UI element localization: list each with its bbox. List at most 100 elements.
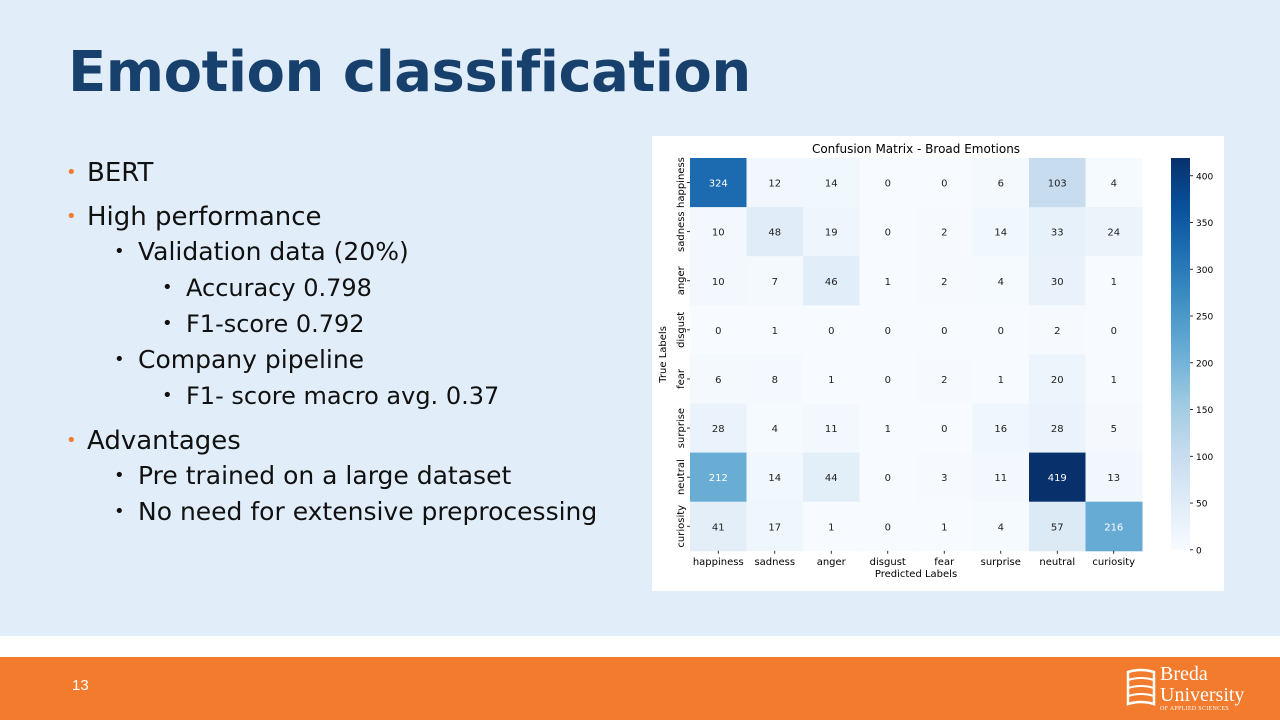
- logo-line-2: University: [1160, 684, 1245, 706]
- bullet-dot-icon: •: [162, 277, 173, 298]
- cell-value-label: 7: [772, 277, 778, 288]
- heatmap-cell: [972, 207, 1030, 257]
- heatmap-cell: [1085, 403, 1143, 454]
- heatmap-cell: [916, 403, 973, 454]
- bullet-text: F1- score macro avg. 0.37: [186, 382, 500, 410]
- cell-value-label: 10: [712, 277, 725, 288]
- cell-value-label: 0: [885, 326, 891, 337]
- bullet-item-level-1: • Advantages: [66, 424, 646, 458]
- cell-value-label: 20: [1051, 375, 1064, 386]
- y-tick-label: sadness: [676, 211, 687, 252]
- heatmap-cell: [859, 452, 917, 503]
- x-tick-label: surprise: [981, 557, 1021, 568]
- bullet-dot-icon: •: [66, 206, 77, 227]
- heatmap-cell: [1029, 207, 1086, 257]
- cell-value-label: 2: [941, 375, 947, 386]
- cell-value-label: 14: [825, 179, 838, 190]
- cell-value-label: 2: [1054, 326, 1060, 337]
- cell-value-label: 8: [772, 375, 778, 386]
- cell-value-label: 0: [885, 179, 891, 190]
- x-tick-label: neutral: [1039, 557, 1075, 568]
- heatmap-cell: [916, 305, 973, 355]
- heatmap-cell: [859, 354, 917, 404]
- heatmap-cell: [746, 158, 804, 208]
- cell-value-label: 1: [828, 522, 834, 533]
- cell-value-label: 48: [768, 228, 781, 239]
- colorbar-tick-label: 250: [1196, 313, 1213, 323]
- heatmap-cell: [1029, 403, 1086, 454]
- heatmap-cell: [859, 207, 917, 257]
- cell-value-label: 30: [1051, 277, 1064, 288]
- cell-value-label: 1: [885, 424, 891, 435]
- cell-value-label: 0: [885, 228, 891, 239]
- bullet-text: Advantages: [87, 426, 241, 456]
- bullet-text: Pre trained on a large dataset: [138, 461, 512, 490]
- y-tick-label: curiosity: [676, 505, 687, 548]
- heatmap-cell: [859, 403, 917, 454]
- cell-value-label: 0: [828, 326, 834, 337]
- heatmap-cell: [916, 158, 973, 208]
- heatmap-cell: [972, 452, 1030, 503]
- bullet-text: Accuracy 0.798: [186, 274, 372, 302]
- heatmap-cell: [746, 256, 804, 306]
- bullet-item-level-2: • No need for extensive preprocessing: [66, 494, 646, 530]
- heatmap-cell: [690, 256, 747, 306]
- cell-value-label: 1: [941, 522, 947, 533]
- heatmap-cell: [746, 305, 804, 355]
- bullet-text: BERT: [87, 158, 154, 188]
- heatmap-cell: [916, 354, 973, 404]
- cell-value-label: 44: [825, 473, 838, 484]
- cell-value-label: 103: [1048, 179, 1067, 190]
- cell-value-label: 41: [712, 522, 725, 533]
- heatmap-cell: [803, 452, 860, 503]
- heatmap-cell: [1029, 354, 1086, 404]
- heatmap-cell: [690, 452, 747, 503]
- heatmap-cell: [916, 501, 973, 552]
- cell-value-label: 11: [994, 473, 1007, 484]
- heatmap-cell: [1085, 207, 1143, 257]
- logo-line-1: Breda: [1160, 663, 1208, 685]
- cell-value-label: 57: [1051, 522, 1064, 533]
- cell-value-label: 1: [885, 277, 891, 288]
- colorbar-tick-label: 400: [1196, 172, 1213, 182]
- cell-value-label: 0: [885, 522, 891, 533]
- heatmap-cell: [859, 158, 917, 208]
- bullet-item-level-2: • Company pipeline: [66, 342, 646, 378]
- heatmap-cell: [690, 305, 747, 355]
- cell-value-label: 4: [772, 424, 778, 435]
- colorbar: [1171, 158, 1190, 550]
- colorbar-tick-label: 100: [1196, 453, 1213, 463]
- cell-value-label: 4: [998, 522, 1004, 533]
- cell-value-label: 6: [998, 179, 1004, 190]
- heatmap-cell: [1029, 256, 1086, 306]
- bullet-item-level-3: • F1- score macro avg. 0.37: [66, 378, 646, 414]
- heatmap-cell: [1029, 452, 1086, 503]
- bullet-item-level-1: • High performance: [66, 200, 646, 234]
- y-tick-label: fear: [676, 368, 687, 389]
- bullet-dot-icon: •: [66, 162, 77, 183]
- bullet-item-level-1: • BERT: [66, 156, 646, 190]
- colorbar-tick-label: 200: [1196, 359, 1213, 369]
- x-tick-label: anger: [817, 557, 847, 568]
- heatmap-cell: [1029, 305, 1086, 355]
- heatmap-cell: [803, 501, 860, 552]
- bullet-text: F1-score 0.792: [186, 310, 365, 338]
- cell-value-label: 0: [998, 326, 1004, 337]
- x-tick-label: fear: [934, 557, 955, 568]
- heatmap-cell: [690, 158, 747, 208]
- heatmap-cell: [972, 256, 1030, 306]
- cell-value-label: 46: [825, 277, 838, 288]
- heatmap-cell: [1085, 452, 1143, 503]
- cell-value-label: 1: [998, 375, 1004, 386]
- cell-value-label: 10: [712, 228, 725, 239]
- x-axis-label: Predicted Labels: [875, 569, 957, 580]
- heatmap-cell: [746, 501, 804, 552]
- page-number: 13: [72, 677, 89, 694]
- heatmap-cell: [803, 354, 860, 404]
- cell-value-label: 212: [709, 473, 728, 484]
- y-tick-label: disgust: [676, 312, 687, 348]
- cell-value-label: 1: [1111, 375, 1117, 386]
- colorbar-tick-label: 0: [1196, 546, 1202, 556]
- y-axis-label: True Labels: [658, 326, 669, 384]
- bullet-dot-icon: •: [162, 313, 173, 334]
